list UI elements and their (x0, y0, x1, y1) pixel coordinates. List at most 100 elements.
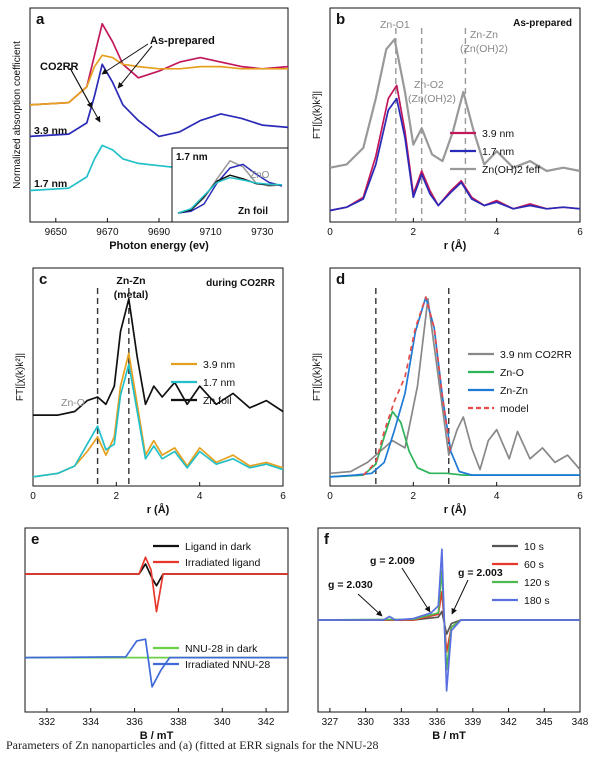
panel-letter: c (39, 271, 47, 288)
panel-frame (32, 267, 284, 487)
annotation-label: g = 2.003 (458, 567, 503, 579)
inset-label: ZnO (250, 170, 270, 181)
x-axis-label: B / mT (432, 730, 466, 742)
legend-label: Ligand in dark (185, 541, 252, 553)
annotation-label: Zn-O1 (380, 19, 410, 31)
annotation-arrow (357, 593, 383, 617)
panel-letter: b (336, 11, 345, 28)
panel-f: f 327 330 333 336 339 342 345 348 B / mT 10 s 60 s 1… (317, 527, 589, 742)
x-axis-label: r (Å) (147, 503, 170, 516)
x-axis-label: B / mT (140, 730, 174, 742)
legend-label: Zn foil (203, 395, 232, 407)
x-tick-label: 339 (464, 717, 481, 728)
series-line (29, 22, 289, 106)
annotation-label: g = 2.030 (328, 579, 373, 591)
panel-title: As-prepared (513, 18, 572, 29)
annotation-label: Zn-O2 (414, 79, 444, 91)
panel-letter: e (31, 531, 39, 548)
annotation-label: Zn-Zn (470, 29, 498, 41)
x-tick-label: 6 (577, 491, 583, 502)
annotation-arrow (69, 67, 101, 123)
series-line (32, 363, 284, 478)
series-line (329, 296, 580, 478)
x-tick-label: 330 (357, 717, 374, 728)
legend-label: 10 s (524, 541, 544, 553)
series-line (329, 38, 581, 173)
x-tick-label: 2 (411, 227, 417, 238)
panel-e: e 332 334 336 338 340 342 B / mT Ligand in dark I… (24, 527, 289, 742)
x-axis-label: r (Å) (444, 239, 467, 252)
annotation-label: Zn-Zn (116, 275, 145, 287)
annotation-arrow (401, 567, 431, 613)
inset-series-line (177, 176, 283, 214)
x-tick-label: 345 (536, 717, 553, 728)
series-line (29, 54, 288, 106)
series-line (24, 638, 288, 688)
legend-label: 120 s (524, 577, 550, 589)
legend-label: Irradiated NNU-28 (185, 659, 270, 671)
x-tick-label: 4 (494, 491, 500, 502)
legend-label: 3.9 nm (482, 128, 514, 140)
legend-label: Zn-O (500, 367, 524, 379)
x-tick-label: 0 (30, 491, 36, 502)
legend-label: Zn-Zn (500, 385, 528, 397)
figure-caption: Parameters of Zn nanoparticles and (a) (… (6, 738, 379, 752)
panel-letter: d (336, 271, 345, 288)
annotation-label: 1.7 nm (34, 178, 67, 190)
annotation-arrow (451, 579, 469, 615)
y-axis-label: FT|[χ(k)k²]| (15, 353, 26, 401)
x-tick-label: 0 (327, 491, 333, 502)
x-axis-label: Photon energy (ev) (109, 240, 209, 252)
legend-label: 3.9 nm CO2RR (500, 349, 572, 361)
panel-d: d 0 2 4 6 r (Å) FT|[χ(k)k²]| 3.9 nm CO2RR Zn-O Zn… (312, 267, 583, 516)
legend-label: NNU-28 in dark (185, 643, 258, 655)
annotation-label: (metal) (114, 289, 148, 301)
annotation-label: As-prepared (150, 35, 215, 47)
series-line (32, 352, 284, 478)
y-axis-label: FT|[χ(k)k²]| (312, 353, 323, 401)
x-tick-label: 9730 (251, 227, 274, 238)
x-tick-label: 2 (114, 491, 120, 502)
annotation-label: (Zn(OH)2) (460, 43, 508, 55)
panel-frame (329, 7, 581, 223)
x-tick-label: 348 (572, 717, 589, 728)
annotation-label: (Zn(OH)2) (408, 93, 456, 105)
legend-label: 3.9 nm (203, 359, 235, 371)
x-tick-label: 9710 (199, 227, 222, 238)
x-tick-label: 336 (429, 717, 446, 728)
x-tick-label: 4 (197, 491, 203, 502)
inset-label: Zn foil (238, 206, 268, 217)
x-tick-label: 334 (82, 717, 99, 728)
y-axis-label: Normalized absorption coefficient (12, 41, 23, 189)
legend-label: 1.7 nm (482, 146, 514, 158)
panel-letter: f (324, 531, 330, 548)
legend-label: 1.7 nm (203, 377, 235, 389)
x-tick-label: 4 (494, 227, 500, 238)
annotation-label: g = 2.009 (370, 555, 415, 567)
series-line (329, 97, 581, 212)
y-axis-label: FT|[χ(k)k²]| (312, 91, 323, 139)
annotation-label: Zn-O (61, 397, 85, 409)
panel-letter: a (36, 11, 45, 28)
series-line (329, 410, 580, 478)
series-line (29, 63, 289, 138)
annotation-arrow (117, 45, 153, 89)
x-tick-label: 9650 (45, 227, 68, 238)
x-tick-label: 338 (170, 717, 187, 728)
x-tick-label: 332 (39, 717, 56, 728)
x-tick-label: 342 (258, 717, 275, 728)
inset-series-line (177, 163, 283, 214)
panel-b: b 0 2 4 6 r (Å) FT|[χ(k)k²]| As-prepared 3.9 nm 1… (312, 7, 583, 252)
x-tick-label: 9670 (96, 227, 119, 238)
x-tick-label: 9690 (148, 227, 171, 238)
panel-frame (24, 527, 289, 713)
series-line (318, 548, 580, 692)
x-tick-label: 0 (327, 227, 333, 238)
legend-label: model (500, 403, 529, 415)
panel-title: during CO2RR (206, 278, 276, 289)
x-tick-label: 333 (393, 717, 410, 728)
panel-c: c 0 2 4 6 r (Å) FT|[χ(k)k²]| during CO2RR 3.9 nm… (15, 267, 286, 516)
series-line (329, 298, 581, 475)
panel-a: a 9650 9670 9690 9710 9730 Photon energy (ev) N… (12, 7, 289, 252)
